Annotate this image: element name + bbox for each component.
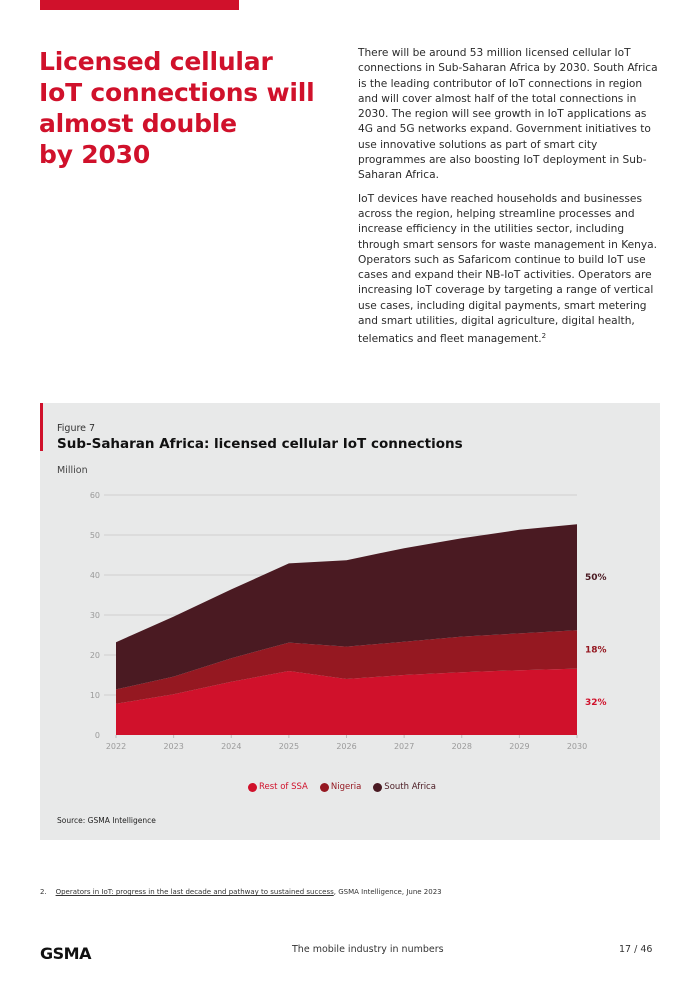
legend-marker-icon	[373, 782, 383, 792]
x-tick-label: 2026	[336, 742, 356, 751]
x-tick-label: 2029	[509, 742, 529, 751]
x-tick-label: 2028	[452, 742, 472, 751]
legend-marker-icon	[248, 782, 257, 792]
x-tick-label: 2022	[106, 742, 126, 751]
x-tick-label: 2024	[221, 742, 241, 751]
footnote-ref[interactable]: 2	[541, 332, 547, 341]
paragraph: IoT devices have reached households and …	[358, 192, 663, 348]
legend-item-nigeria: Nigeria	[319, 782, 362, 792]
figure-source: Source: GSMA Intelligence	[57, 816, 156, 825]
headline-line: by 2030	[39, 140, 151, 169]
paragraph-text: IoT devices have reached households and …	[358, 192, 657, 346]
area-nigeria	[116, 630, 577, 704]
chart-legend: Rest of SSA Nigeria South Africa	[248, 782, 436, 792]
y-tick-label: 40	[90, 571, 100, 580]
legend-item-south-africa: South Africa	[373, 782, 436, 792]
y-tick-label: 60	[90, 491, 100, 500]
y-tick-label: 50	[90, 531, 100, 540]
legend-marker-icon	[319, 782, 329, 792]
x-tick-label: 2025	[279, 742, 299, 751]
figure-accent-bar	[40, 403, 43, 451]
end-label-south-africa: 50%	[585, 573, 607, 583]
footnote: 2. Operators in IoT: progress in the las…	[40, 888, 442, 896]
y-tick-label: 30	[90, 611, 100, 620]
y-tick-label: 20	[90, 651, 100, 660]
x-tick-label: 2030	[567, 742, 587, 751]
legend-label: South Africa	[384, 782, 436, 792]
legend-item-rest-of-ssa: Rest of SSA	[248, 782, 308, 792]
figure-panel: Figure 7 Sub-Saharan Africa: licensed ce…	[40, 403, 660, 840]
footnote-link[interactable]: Operators in IoT: progress in the last d…	[55, 888, 334, 896]
footnote-text: , GSMA Intelligence, June 2023	[333, 888, 442, 896]
headline-line: almost double	[39, 109, 237, 138]
y-tick-label: 0	[95, 731, 100, 740]
y-tick-label: 10	[90, 691, 100, 700]
footer-title: The mobile industry in numbers	[292, 944, 444, 955]
x-tick-label: 2023	[163, 742, 183, 751]
figure-title: Sub-Saharan Africa: licensed cellular Io…	[57, 436, 463, 452]
headline-line: IoT connections will	[39, 78, 315, 107]
end-label-rest-of-ssa: 32%	[585, 698, 607, 708]
gsma-logo: GSMA	[40, 944, 91, 963]
area-south-africa	[116, 524, 577, 690]
body-text: There will be around 53 million licensed…	[358, 46, 663, 356]
page-number: 17 / 46	[619, 944, 653, 955]
paragraph: There will be around 53 million licensed…	[358, 47, 658, 182]
footnote-number: 2.	[40, 888, 47, 896]
legend-label: Nigeria	[330, 782, 362, 792]
x-tick-label: 2027	[394, 742, 414, 751]
top-accent-bar	[40, 0, 239, 10]
area-rest-of-ssa	[116, 668, 577, 735]
page-headline: Licensed cellular IoT connections will a…	[39, 46, 339, 170]
figure-label: Figure 7	[57, 423, 96, 434]
end-label-nigeria: 18%	[585, 645, 607, 655]
legend-label: Rest of SSA	[259, 782, 308, 792]
y-axis-unit-label: Million	[57, 465, 88, 476]
headline-line: Licensed cellular	[39, 47, 273, 76]
